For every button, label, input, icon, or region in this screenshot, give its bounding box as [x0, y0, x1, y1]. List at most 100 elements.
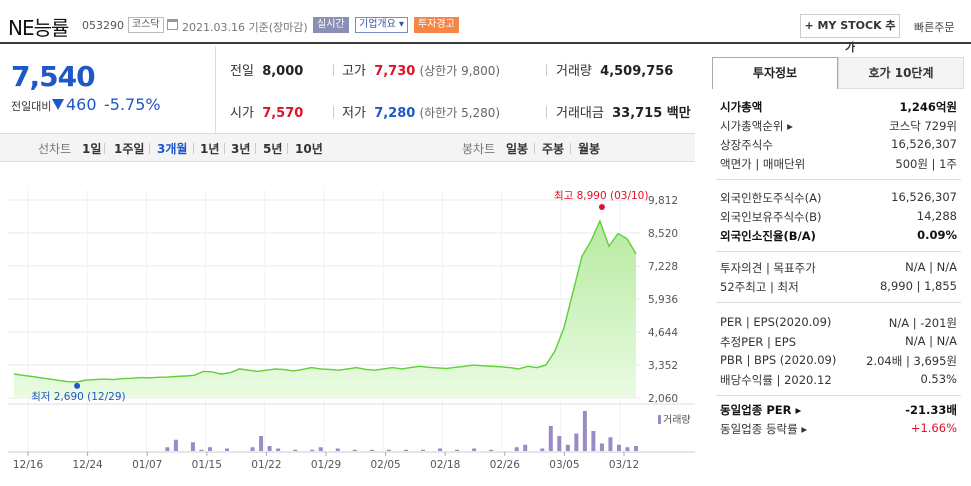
divider — [546, 106, 547, 118]
volume-bar — [225, 448, 230, 451]
prev-close-label: 전일 — [230, 64, 254, 79]
y-tick-label: 4,644 — [648, 327, 678, 339]
low-marker — [74, 382, 81, 389]
volume-bar — [267, 446, 272, 451]
amount-label: 거래대금 — [556, 106, 604, 121]
prev-diff-label: 전일대비 — [11, 100, 52, 113]
y-tick-label: 8,520 — [648, 228, 678, 240]
info-label: PBR | BPS (2020.09) — [720, 353, 837, 367]
tab-1y[interactable]: 1년 — [200, 142, 220, 156]
tab-3m[interactable]: 3개월 — [157, 142, 188, 156]
volume-bar — [591, 431, 596, 451]
info-value: N/A | N/A — [905, 334, 957, 348]
info-value: N/A | N/A — [905, 260, 957, 274]
low-label: 최저 2,690 (12/29) — [31, 391, 126, 403]
divider — [570, 143, 571, 154]
volume-bar — [514, 447, 519, 451]
high-value: 7,730 — [374, 64, 416, 79]
divider — [255, 143, 256, 154]
quick-order-button[interactable]: 빠른주문 — [914, 21, 955, 34]
info-row: 52주최고 | 최저 8,990 | 1,855 — [720, 279, 957, 297]
high-label: 고가 — [342, 64, 366, 79]
volume-bar — [472, 448, 477, 451]
line-chart-label: 선차트 — [38, 142, 72, 156]
divider — [193, 143, 194, 154]
volume-bar — [318, 447, 323, 451]
info-row: 외국인보유주식수(B) 14,288 — [720, 209, 957, 227]
tab-1d[interactable]: 1일 — [82, 142, 102, 156]
volume-bar — [165, 447, 170, 451]
info-label: 시가총액 — [720, 100, 763, 114]
volume-value: 4,509,756 — [600, 64, 674, 79]
tab-10y[interactable]: 10년 — [295, 142, 323, 156]
candle-chart-label: 봉차트 — [462, 142, 496, 156]
x-tick-label: 01/22 — [251, 459, 281, 471]
open-price: 시가 7,570 — [230, 102, 303, 121]
info-row: 배당수익률 | 2020.12 0.53% — [720, 372, 957, 390]
tab-weekly[interactable]: 주봉 — [542, 142, 565, 156]
x-tick-label: 03/12 — [609, 459, 639, 471]
x-tick-label: 02/05 — [370, 459, 400, 471]
investment-info-panel: 투자정보 호가 10단계 시가총액 1,246억원 시가총액순위 ▸ 코스닥 729위… — [712, 57, 965, 486]
down-arrow-icon — [52, 99, 64, 110]
volume-bar — [250, 447, 255, 451]
info-label: 추정PER | EPS — [720, 335, 797, 349]
volume-bar — [523, 444, 528, 451]
volume-bar — [386, 449, 391, 451]
y-tick-label: 5,936 — [648, 294, 678, 306]
divider — [716, 251, 961, 252]
info-row: PER | EPS(2020.09) N/A | -201원 — [720, 315, 957, 333]
tab-5y[interactable]: 5년 — [263, 142, 283, 156]
volume-bar — [199, 449, 204, 451]
info-value: N/A | -201원 — [888, 316, 957, 330]
tab-monthly[interactable]: 월봉 — [578, 142, 601, 156]
info-row: 동일업종 등락률 ▸ +1.66% — [720, 421, 957, 439]
divider — [104, 143, 105, 154]
tab-investment-info[interactable]: 투자정보 — [712, 57, 838, 89]
divider — [333, 64, 334, 76]
volume-bar — [574, 433, 579, 451]
volume-bar — [625, 447, 630, 451]
volume-bar — [599, 443, 604, 451]
volume-bar — [540, 448, 545, 451]
volume-bar — [455, 449, 460, 451]
divider — [333, 106, 334, 118]
tab-1w[interactable]: 1주일 — [114, 142, 145, 156]
info-value: 8,990 | 1,855 — [879, 279, 957, 293]
info-value: 16,526,307 — [891, 190, 957, 204]
tab-daily[interactable]: 일봉 — [506, 142, 529, 156]
info-value: 14,288 — [916, 209, 957, 223]
info-value: 1,246억원 — [899, 100, 957, 114]
x-tick-label: 01/15 — [192, 459, 222, 471]
info-label: PER | EPS(2020.09) — [720, 315, 832, 329]
stock-name: NE능률 — [8, 16, 69, 40]
price-chart[interactable]: 9,812 8,520 7,228 5,936 4,644 3,352 2,060 최고 8,… — [0, 162, 695, 486]
volume-bar — [616, 444, 621, 451]
volume-bar — [608, 437, 613, 451]
info-label: 외국인소진율(B/A) — [720, 229, 816, 243]
tab-3y[interactable]: 3년 — [231, 142, 251, 156]
market-badge: 코스닥 — [128, 17, 164, 33]
calendar-icon — [167, 19, 178, 30]
prev-close: 전일 8,000 — [230, 60, 303, 79]
quote-summary: 전일 8,000 고가 7,730 (상한가 9,800) 거래량 4,509,… — [216, 46, 695, 134]
tab-order-book[interactable]: 호가 10단계 — [838, 57, 964, 89]
chart-period-tabs: 선차트 1일 1주일 3개월 1년 3년 5년 10년 봉차트 일봉 주봉 월봉 — [0, 134, 695, 162]
price-diff: 460 — [66, 95, 97, 114]
info-value: 16,526,307 — [891, 137, 957, 151]
company-overview-dropdown[interactable]: 기업개요 ▾ — [355, 17, 408, 33]
y-tick-label: 3,352 — [648, 360, 678, 372]
info-label: 동일업종 등락률 ▸ — [720, 422, 808, 436]
realtime-button[interactable]: 실시간 — [313, 17, 349, 33]
add-mystock-button[interactable]: + MY STOCK 추가 — [800, 14, 900, 54]
divider — [546, 64, 547, 76]
info-row: PBR | BPS (2020.09) 2.04배 | 3,695원 — [720, 353, 957, 371]
info-label: 외국인한도주식수(A) — [720, 191, 822, 205]
volume-bar — [310, 449, 315, 451]
info-row: 외국인소진율(B/A) 0.09% — [720, 228, 957, 246]
info-value: -21.33배 — [905, 403, 957, 417]
high-marker — [598, 203, 605, 210]
volume-bar — [352, 449, 357, 451]
info-row: 액면가 | 매매단위 500원 | 1주 — [720, 156, 957, 174]
current-price: 7,540 — [11, 60, 96, 93]
